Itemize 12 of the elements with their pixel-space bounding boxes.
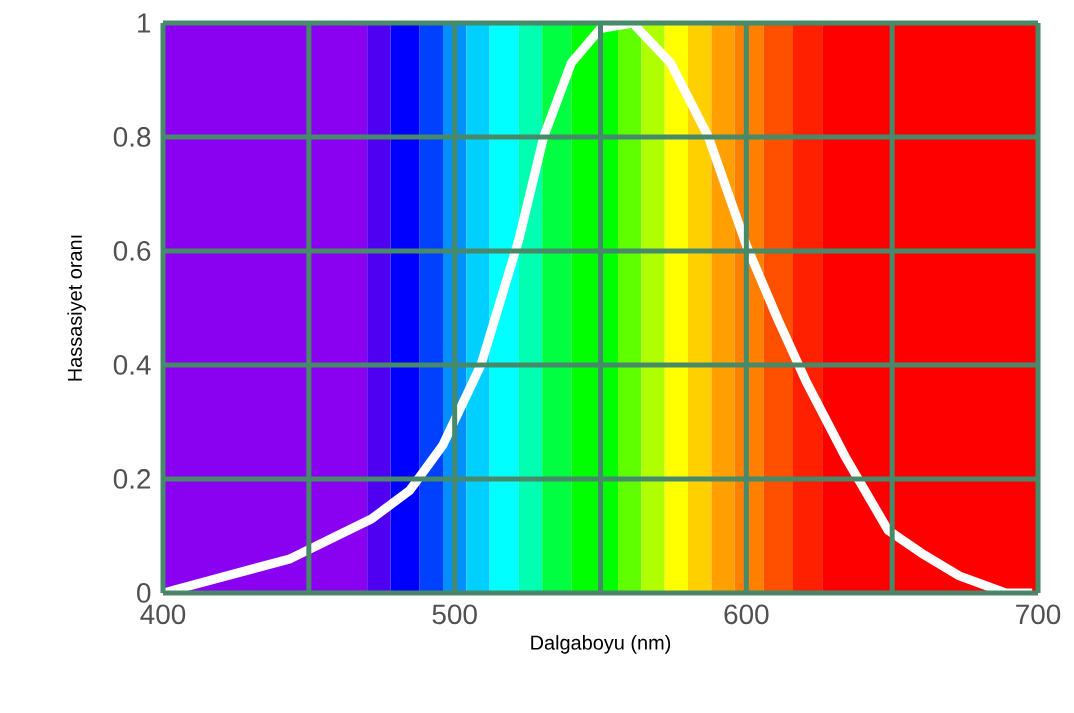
x-tick-label: 400: [140, 604, 186, 625]
y-tick-label: 0.4: [113, 355, 151, 375]
x-tick-label: 500: [432, 604, 477, 625]
y-axis-title: Hassasiyet oranı: [67, 235, 86, 381]
y-tick-label: 1: [138, 13, 151, 33]
y-tick-label: 0.6: [113, 241, 151, 261]
x-tick-label: 600: [724, 604, 769, 625]
y-tick-label: 0.8: [113, 127, 151, 147]
y-tick-label: 0: [137, 583, 151, 603]
x-tick-label: 700: [1016, 604, 1061, 625]
y-tick-label: 0.2: [113, 469, 151, 489]
x-axis-title: Dalgaboyu (nm): [531, 635, 671, 654]
